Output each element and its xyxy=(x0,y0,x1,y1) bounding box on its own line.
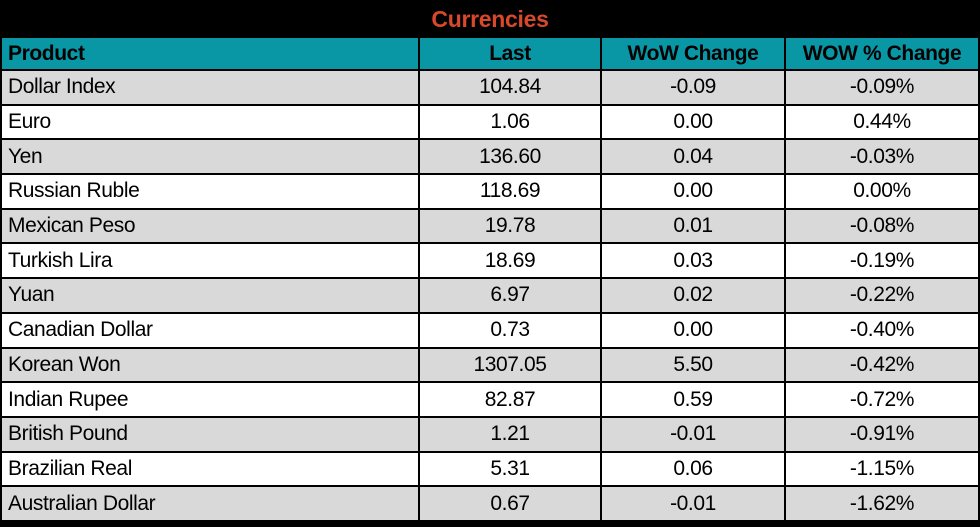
product-cell[interactable]: Turkish Lira xyxy=(2,244,418,278)
wow-pct-change-cell[interactable]: -1.15% xyxy=(784,452,978,486)
table-row: Canadian Dollar 0.73 0.00 -0.40% xyxy=(2,313,978,349)
table-row: Brazilian Real 5.31 0.06 -1.15% xyxy=(2,452,978,488)
last-cell[interactable]: 0.67 xyxy=(418,487,600,520)
wow-pct-change-cell[interactable]: -0.42% xyxy=(784,348,978,382)
wow-change-cell[interactable]: 0.04 xyxy=(600,140,784,174)
column-header-last[interactable]: Last xyxy=(418,38,600,69)
wow-pct-change-cell[interactable]: -0.19% xyxy=(784,244,978,278)
wow-pct-change-cell[interactable]: -0.91% xyxy=(784,417,978,451)
wow-change-cell[interactable]: 0.02 xyxy=(600,279,784,312)
product-cell[interactable]: Brazilian Real xyxy=(2,452,418,486)
table-row: Korean Won 1307.05 5.50 -0.42% xyxy=(2,348,978,384)
wow-pct-change-cell[interactable]: 0.44% xyxy=(784,105,978,139)
table-row: Turkish Lira 18.69 0.03 -0.19% xyxy=(2,244,978,280)
wow-pct-change-cell[interactable]: -0.22% xyxy=(784,279,978,312)
wow-change-cell[interactable]: -0.01 xyxy=(600,417,784,451)
wow-change-cell[interactable]: 0.01 xyxy=(600,209,784,243)
product-cell[interactable]: Euro xyxy=(2,105,418,139)
wow-change-cell[interactable]: -0.09 xyxy=(600,71,784,104)
table-row: Indian Rupee 82.87 0.59 -0.72% xyxy=(2,383,978,418)
wow-change-cell[interactable]: 0.00 xyxy=(600,105,784,139)
wow-pct-change-cell[interactable]: -0.72% xyxy=(784,383,978,416)
table-row: Yen 136.60 0.04 -0.03% xyxy=(2,140,978,176)
last-cell[interactable]: 118.69 xyxy=(418,175,600,208)
table-row: Yuan 6.97 0.02 -0.22% xyxy=(2,279,978,314)
product-cell[interactable]: Indian Rupee xyxy=(2,383,418,416)
wow-pct-change-cell[interactable]: -0.08% xyxy=(784,209,978,243)
table-title: Currencies xyxy=(431,5,549,32)
table-header-row: Product Last WoW Change WOW % Change xyxy=(0,38,980,71)
product-cell[interactable]: Korean Won xyxy=(2,348,418,382)
wow-change-cell[interactable]: 0.00 xyxy=(600,175,784,208)
table-row: British Pound 1.21 -0.01 -0.91% xyxy=(2,417,978,453)
wow-pct-change-cell[interactable]: -0.40% xyxy=(784,313,978,347)
column-header-wow-change[interactable]: WoW Change xyxy=(600,38,784,69)
wow-pct-change-cell[interactable]: -0.09% xyxy=(784,71,978,104)
wow-change-cell[interactable]: 0.06 xyxy=(600,452,784,486)
wow-change-cell[interactable]: 0.59 xyxy=(600,383,784,416)
wow-change-cell[interactable]: -0.01 xyxy=(600,487,784,520)
product-cell[interactable]: Yuan xyxy=(2,279,418,312)
last-cell[interactable]: 104.84 xyxy=(418,71,600,104)
table-body: Dollar Index 104.84 -0.09 -0.09% Euro 1.06 0.0… xyxy=(0,71,980,520)
wow-pct-change-cell[interactable]: -0.03% xyxy=(784,140,978,174)
wow-pct-change-cell[interactable]: 0.00% xyxy=(784,175,978,208)
table-row: Australian Dollar 0.67 -0.01 -1.62% xyxy=(2,487,978,520)
last-cell[interactable]: 18.69 xyxy=(418,244,600,278)
last-cell[interactable]: 1.21 xyxy=(418,417,600,451)
last-cell[interactable]: 6.97 xyxy=(418,279,600,312)
table-row: Russian Ruble 118.69 0.00 0.00% xyxy=(2,175,978,210)
last-cell[interactable]: 136.60 xyxy=(418,140,600,174)
product-cell[interactable]: Yen xyxy=(2,140,418,174)
wow-pct-change-cell[interactable]: -1.62% xyxy=(784,487,978,520)
table-row: Dollar Index 104.84 -0.09 -0.09% xyxy=(2,71,978,106)
last-cell[interactable]: 5.31 xyxy=(418,452,600,486)
last-cell[interactable]: 1.06 xyxy=(418,105,600,139)
wow-change-cell[interactable]: 0.00 xyxy=(600,313,784,347)
product-cell[interactable]: British Pound xyxy=(2,417,418,451)
wow-change-cell[interactable]: 0.03 xyxy=(600,244,784,278)
last-cell[interactable]: 19.78 xyxy=(418,209,600,243)
table-row: Euro 1.06 0.00 0.44% xyxy=(2,105,978,141)
product-cell[interactable]: Australian Dollar xyxy=(2,487,418,520)
table-row: Mexican Peso 19.78 0.01 -0.08% xyxy=(2,209,978,245)
wow-change-cell[interactable]: 5.50 xyxy=(600,348,784,382)
column-header-product[interactable]: Product xyxy=(8,41,85,65)
table-bottom-border xyxy=(0,520,980,527)
product-cell[interactable]: Canadian Dollar xyxy=(2,313,418,347)
last-cell[interactable]: 1307.05 xyxy=(418,348,600,382)
product-cell[interactable]: Dollar Index xyxy=(2,71,418,104)
product-cell[interactable]: Russian Ruble xyxy=(2,175,418,208)
last-cell[interactable]: 0.73 xyxy=(418,313,600,347)
column-header-wow-pct-change[interactable]: WOW % Change xyxy=(784,38,978,69)
table-title-bar: Currencies xyxy=(0,0,980,38)
product-cell[interactable]: Mexican Peso xyxy=(2,209,418,243)
last-cell[interactable]: 82.87 xyxy=(418,383,600,416)
